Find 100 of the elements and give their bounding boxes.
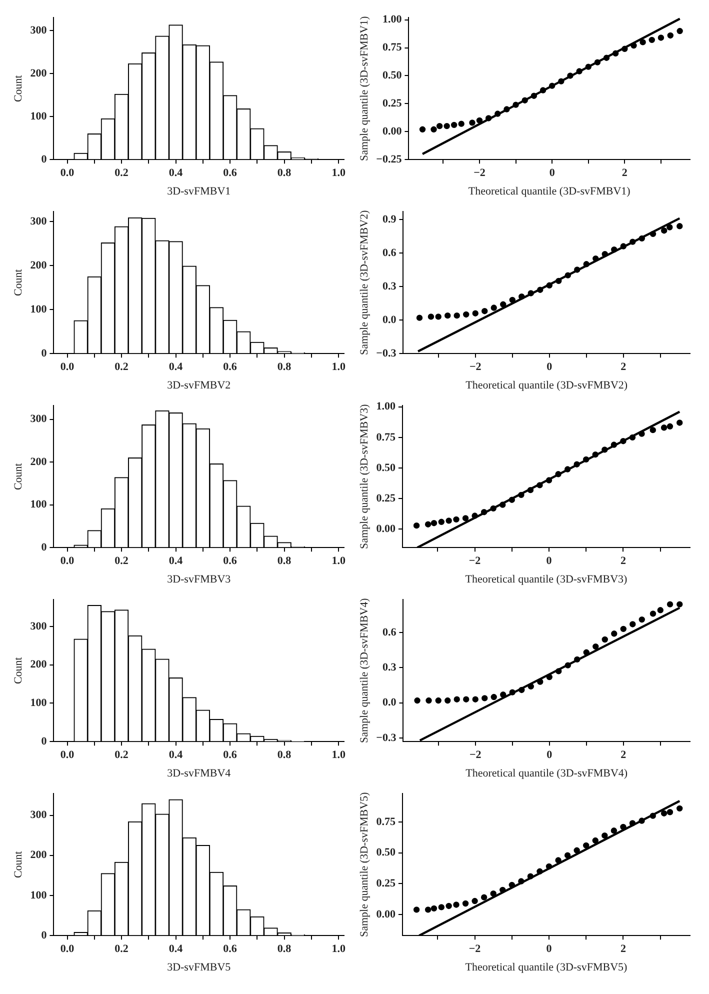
- y-tick-label: 0.75: [382, 42, 402, 54]
- y-axis-title: Count: [12, 463, 24, 490]
- x-tick-label: 0.0: [60, 943, 75, 956]
- y-tick-label: 0: [41, 347, 48, 360]
- x-tick-label: −2: [468, 943, 482, 956]
- x-tick-label: 2: [620, 555, 626, 568]
- y-tick-label: −0.25: [376, 153, 402, 166]
- y-axis-title: Sample quantile (3D-svFMBV5): [358, 792, 370, 938]
- x-axis-title: 3D-svFMBV1: [167, 185, 231, 198]
- x-tick-label: 0.6: [223, 749, 238, 762]
- y-tick-label: 100: [30, 303, 48, 316]
- x-tick-label: −2: [469, 361, 482, 374]
- x-tick-label: 0.8: [277, 943, 292, 956]
- y-tick-label: 0.75: [376, 431, 396, 444]
- y-axis-title: Sample quantile (3D-svFMBV2): [358, 210, 370, 356]
- x-tick-label: 0.2: [114, 555, 129, 568]
- x-tick-label: −2: [474, 167, 486, 180]
- x-tick-label: 0.0: [60, 555, 75, 568]
- x-axis-title: Theoretical quantile (3D-svFMBV1): [468, 185, 631, 198]
- x-tick-label: −2: [468, 555, 482, 568]
- x-tick-label: 2: [620, 749, 627, 762]
- y-tick-label: 1.00: [382, 14, 402, 26]
- x-axis-title: 3D-svFMBV2: [167, 379, 231, 392]
- x-tick-label: 0.4: [168, 167, 184, 180]
- x-tick-label: 0: [546, 943, 552, 956]
- y-tick-label: 300: [30, 809, 48, 822]
- x-axis-title: Theoretical quantile (3D-svFMBV3): [465, 573, 628, 586]
- y-tick-label: 0.25: [382, 98, 402, 110]
- x-tick-label: 0.2: [114, 749, 129, 762]
- y-tick-label: 0: [41, 735, 48, 748]
- x-tick-label: 0.6: [223, 943, 238, 956]
- x-tick-label: 1.0: [332, 749, 346, 762]
- y-tick-label: 100: [30, 110, 48, 122]
- x-tick-label: 0.8: [277, 749, 292, 762]
- y-tick-label: 0.75: [376, 816, 396, 828]
- x-tick-label: 0.2: [114, 361, 129, 374]
- x-tick-label: 0: [546, 555, 552, 568]
- x-tick-label: 0.4: [168, 555, 184, 568]
- x-tick-label: 0.4: [168, 943, 184, 956]
- y-axis-title: Sample quantile (3D-svFMBV3): [358, 404, 370, 550]
- y-tick-label: 0.50: [382, 70, 402, 82]
- y-tick-label: 0.3: [382, 280, 397, 292]
- y-tick-label: 1.00: [376, 400, 396, 413]
- y-tick-label: −0.3: [376, 347, 397, 360]
- y-tick-label: 0.25: [376, 878, 396, 890]
- y-tick-label: 300: [30, 216, 48, 228]
- x-tick-label: 1.0: [332, 943, 346, 956]
- y-tick-label: 0.3: [382, 662, 397, 674]
- y-tick-label: 100: [30, 889, 48, 902]
- x-tick-label: 0.6: [223, 361, 238, 374]
- x-axis-title: 3D-svFMBV3: [167, 573, 232, 586]
- y-tick-label: 0.50: [376, 462, 396, 474]
- y-tick-label: 300: [30, 24, 48, 36]
- y-tick-label: 200: [30, 658, 48, 671]
- y-axis-title: Sample quantile (3D-svFMBV4): [358, 598, 370, 744]
- y-axis-title: Count: [12, 75, 24, 102]
- y-tick-label: 0.00: [376, 523, 396, 536]
- y-tick-label: 0: [41, 153, 48, 166]
- x-tick-label: 0.4: [168, 361, 184, 374]
- x-axis-title: 3D-svFMBV5: [167, 961, 232, 974]
- y-tick-label: 200: [30, 456, 48, 468]
- y-tick-label: 0.9: [382, 213, 397, 226]
- x-tick-label: 1.0: [332, 167, 346, 180]
- x-tick-label: 0.2: [114, 943, 129, 956]
- x-axis-title: Theoretical quantile (3D-svFMBV2): [466, 379, 628, 392]
- y-tick-label: 0.0: [382, 696, 397, 709]
- y-tick-label: 200: [30, 260, 48, 272]
- y-tick-label: −0.3: [376, 732, 397, 744]
- x-tick-label: 0.8: [277, 361, 292, 374]
- x-tick-label: 1.0: [332, 361, 346, 374]
- y-tick-label: 0.00: [376, 908, 396, 920]
- x-tick-label: 0: [549, 167, 556, 180]
- x-tick-label: 2: [620, 361, 627, 374]
- x-tick-label: 2: [622, 167, 628, 180]
- x-tick-label: 0.8: [277, 167, 292, 180]
- x-axis-title: 3D-svFMBV4: [167, 767, 232, 780]
- y-tick-label: 100: [30, 498, 48, 511]
- x-tick-label: 0.6: [223, 555, 238, 568]
- x-tick-label: 0: [546, 749, 553, 762]
- y-tick-label: 100: [30, 697, 48, 710]
- y-tick-label: 0.6: [382, 246, 397, 259]
- x-tick-label: 0.4: [168, 749, 184, 762]
- x-tick-label: 0.0: [60, 167, 75, 180]
- x-tick-label: 0: [546, 361, 553, 374]
- x-tick-label: 0.0: [60, 749, 75, 762]
- x-tick-label: −2: [469, 749, 482, 762]
- x-axis-title: Theoretical quantile (3D-svFMBV5): [465, 961, 628, 974]
- x-axis-title: Theoretical quantile (3D-svFMBV4): [466, 767, 628, 780]
- y-tick-label: 200: [30, 849, 48, 862]
- x-tick-label: 2: [620, 943, 626, 956]
- y-tick-label: 300: [30, 620, 48, 632]
- y-axis-title: Sample quantile (3D-svFMBV1): [358, 16, 370, 162]
- y-tick-label: 0.0: [382, 314, 397, 326]
- y-tick-label: 0: [41, 541, 48, 554]
- y-tick-label: 0.25: [376, 492, 396, 504]
- y-axis-title: Count: [12, 269, 24, 296]
- y-axis-title: Count: [12, 657, 24, 684]
- y-tick-label: 0.00: [382, 125, 402, 138]
- x-tick-label: 0.6: [223, 167, 238, 180]
- y-tick-label: 200: [30, 67, 48, 80]
